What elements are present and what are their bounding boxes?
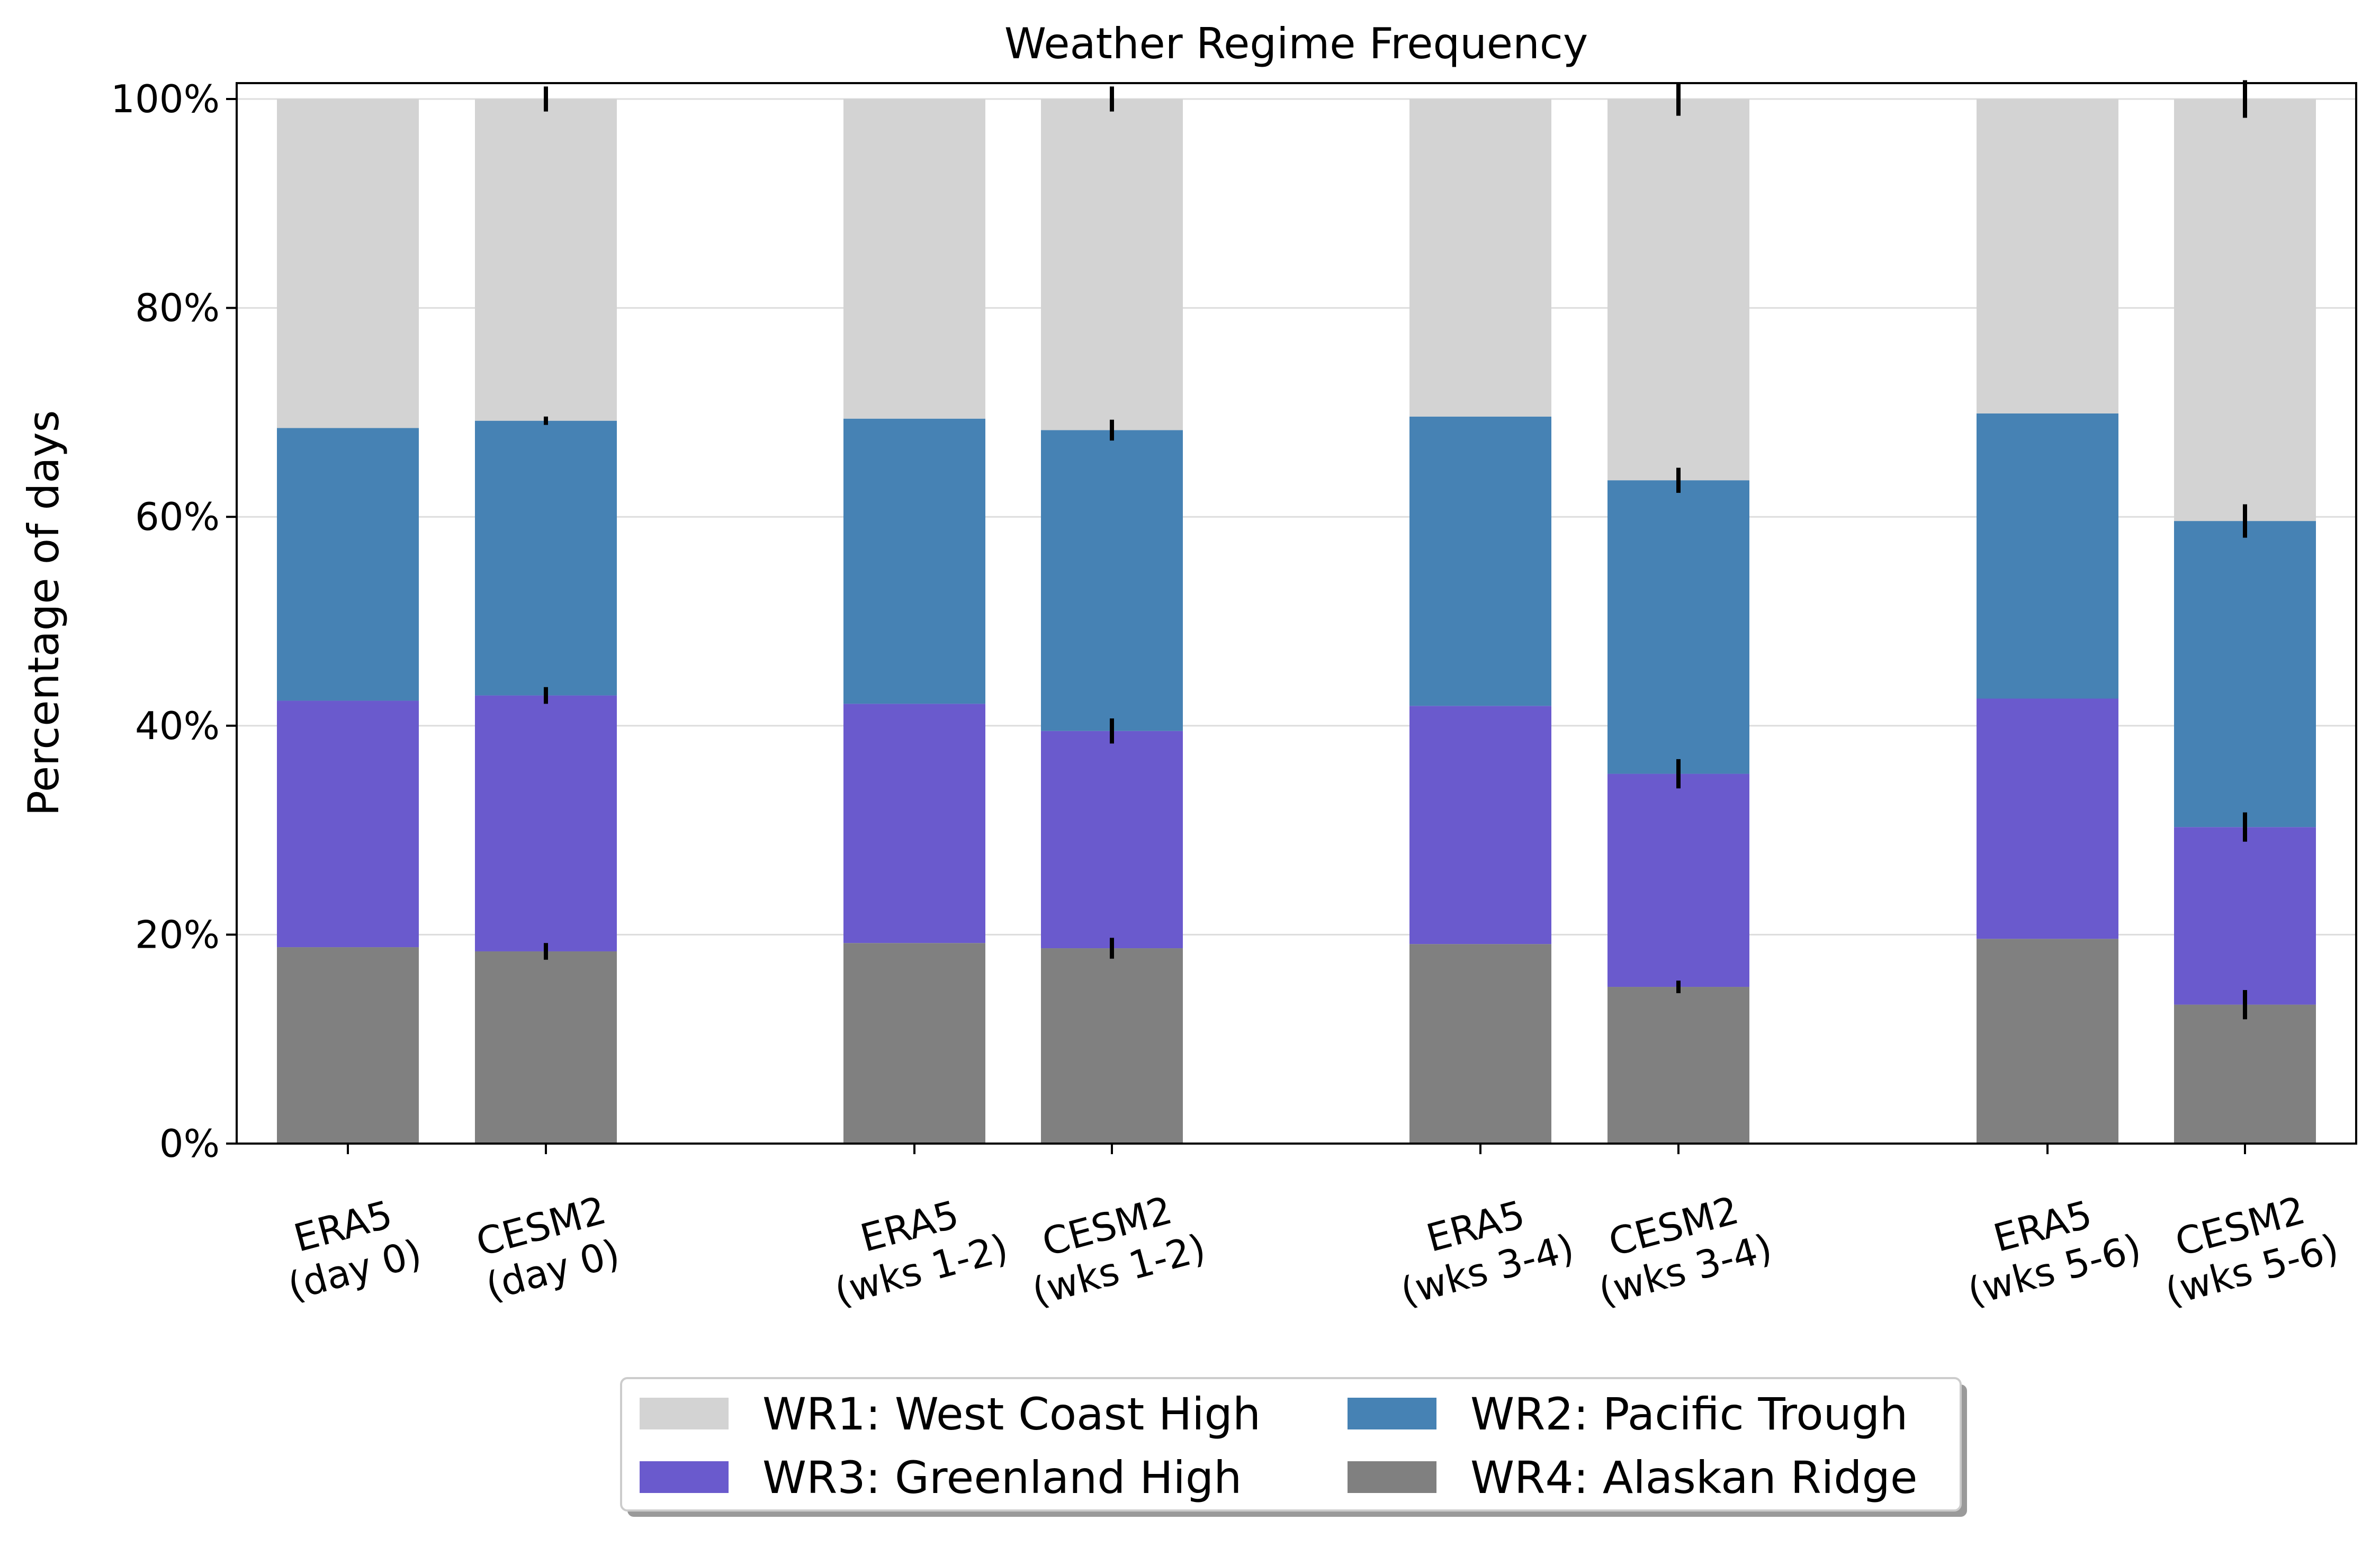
bar-segment-5-2 bbox=[1607, 480, 1749, 774]
legend: WR1: West Coast High WR3: Greenland High W… bbox=[620, 1377, 1967, 1517]
legend-label-2: WR2: Pacific Trough bbox=[1470, 1388, 1908, 1440]
y-axis-ticks: 0% 20% 40% 60% 80% 100% bbox=[111, 77, 237, 1166]
bars bbox=[277, 99, 2316, 1144]
bar-segment-0-3 bbox=[277, 99, 419, 428]
bar-segment-1-0 bbox=[475, 951, 617, 1144]
legend-items: WR1: West Coast High WR3: Greenland High W… bbox=[640, 1388, 1918, 1504]
bar-segment-3-2 bbox=[1041, 430, 1183, 731]
plot-frame bbox=[236, 82, 2357, 1145]
legend-swatch-1 bbox=[640, 1461, 729, 1493]
x-tick-label-0: ERA5(day 0) bbox=[272, 1187, 426, 1309]
bar-segment-3-3 bbox=[1041, 99, 1183, 430]
bar-segment-4-3 bbox=[1409, 99, 1551, 417]
x-tick-label-5: CESM2(wks 3-4) bbox=[1582, 1182, 1776, 1314]
y-tick-label-5: 100% bbox=[111, 77, 220, 121]
legend-swatch-0 bbox=[640, 1398, 729, 1429]
bar-segment-5-0 bbox=[1607, 987, 1749, 1144]
y-tick-label-1: 20% bbox=[135, 912, 220, 957]
x-tick-label-7: CESM2(wks 5-6) bbox=[2149, 1182, 2343, 1314]
bar-segment-6-2 bbox=[1977, 413, 2118, 699]
bar-segment-7-0 bbox=[2174, 1004, 2316, 1144]
bar-segment-0-1 bbox=[277, 700, 419, 948]
y-tick-label-4: 80% bbox=[135, 286, 220, 330]
y-tick-label-0: 0% bbox=[159, 1121, 220, 1166]
bar-segment-1-3 bbox=[475, 99, 617, 421]
bar-segment-4-0 bbox=[1409, 944, 1551, 1144]
bar-segment-4-1 bbox=[1409, 706, 1551, 945]
bar-segment-2-1 bbox=[843, 704, 985, 943]
bar-segment-7-3 bbox=[2174, 99, 2316, 521]
bar-segment-0-0 bbox=[277, 947, 419, 1144]
x-tick-label-6: ERA5(wks 5-6) bbox=[1951, 1182, 2145, 1314]
bar-segment-2-3 bbox=[843, 99, 985, 419]
legend-swatch-2 bbox=[1348, 1398, 1436, 1429]
bar-segment-1-2 bbox=[475, 420, 617, 696]
bar-segment-5-3 bbox=[1607, 99, 1749, 481]
bar-segment-6-0 bbox=[1977, 939, 2118, 1144]
bar-segment-7-1 bbox=[2174, 827, 2316, 1005]
legend-label-1: WR3: Greenland High bbox=[762, 1452, 1242, 1504]
bar-segment-3-1 bbox=[1041, 731, 1183, 949]
bar-segment-1-1 bbox=[475, 695, 617, 951]
bar-segment-6-3 bbox=[1977, 99, 2118, 413]
y-axis-label: Percentage of days bbox=[19, 410, 68, 816]
bar-segment-7-2 bbox=[2174, 521, 2316, 828]
x-tick-label-4: ERA5(wks 3-4) bbox=[1384, 1182, 1578, 1314]
bar-segment-5-1 bbox=[1607, 774, 1749, 987]
chart-title: Weather Regime Frequency bbox=[1004, 19, 1588, 68]
y-tick-label-2: 40% bbox=[135, 704, 220, 748]
bar-segment-3-0 bbox=[1041, 948, 1183, 1144]
legend-swatch-3 bbox=[1348, 1461, 1436, 1493]
bar-segment-2-2 bbox=[843, 418, 985, 704]
bar-segment-6-1 bbox=[1977, 698, 2118, 939]
bar-segment-4-2 bbox=[1409, 416, 1551, 706]
bar-segment-2-0 bbox=[843, 943, 985, 1144]
legend-box bbox=[620, 1377, 1962, 1512]
legend-label-0: WR1: West Coast High bbox=[762, 1388, 1261, 1440]
y-tick-label-3: 60% bbox=[135, 494, 220, 539]
x-tick-label-3: CESM2(wks 1-2) bbox=[1016, 1182, 1210, 1314]
bar-segment-0-2 bbox=[277, 428, 419, 701]
error-bars bbox=[544, 80, 2247, 1020]
legend-label-3: WR4: Alaskan Ridge bbox=[1470, 1452, 1918, 1504]
x-tick-label-1: CESM2(day 0) bbox=[470, 1187, 624, 1309]
x-tick-label-2: ERA5(wks 1-2) bbox=[818, 1182, 1012, 1314]
x-axis-ticks: ERA5(day 0)CESM2(day 0)ERA5(wks 1-2) CESM… bbox=[272, 1144, 2343, 1314]
